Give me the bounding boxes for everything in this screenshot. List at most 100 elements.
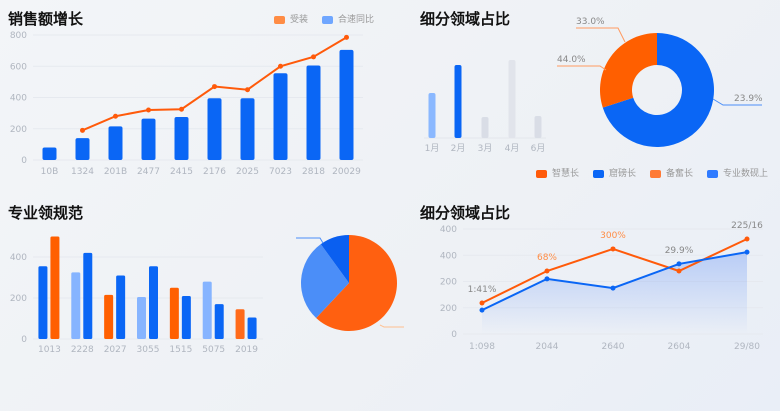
point-label: 225/16 [731,221,763,231]
legend-label: 智慧长 [552,169,580,179]
leader-line [576,27,626,43]
line-point [146,107,151,113]
line-point [610,246,616,252]
y-tick-label: 800 [10,31,27,41]
chart-title-segment-share: 细分领域占比 [420,10,511,28]
bar [508,60,516,138]
x-tick-label: 1515 [169,345,192,355]
legend-item: 专业数砚上 [707,166,768,179]
x-tick-label: 3055 [137,345,160,355]
bar [214,304,224,339]
bar [247,317,257,339]
x-tick-label: 1月 [425,143,440,154]
legend-item: 智慧长 [536,166,579,179]
point-label: 29.9% [665,246,694,256]
x-tick-label: 2818 [302,167,325,177]
chart-title-segment-line: 细分领域占比 [420,204,511,222]
line-point [179,106,184,112]
donut-label: 44.0% [557,55,586,65]
area-fill [482,252,747,334]
x-tick-label: 20029 [332,167,361,177]
line-point [311,54,316,60]
bar [116,275,126,339]
x-tick-label: 201B [104,167,127,177]
legend-label: 受装 [290,15,309,25]
x-tick-label: 2027 [104,345,127,355]
x-tick-label: 29/80 [734,342,760,352]
x-tick-label: 2604 [668,342,691,352]
bar [42,147,57,160]
x-tick-label: 2477 [137,167,160,177]
donut-slice [600,33,657,108]
bar [83,252,93,339]
bar [202,281,212,339]
line-point [80,127,85,133]
x-tick-label: 10B [41,167,59,177]
pie-slice [320,235,349,283]
bar [174,117,189,160]
legend-sales: 受装 合速同比 [274,12,374,25]
legend-label: 专业数砚上 [723,169,769,179]
chart-title-professional: 专业领规范 [8,204,84,222]
x-tick-label: 2176 [203,167,226,177]
y-tick-label: 0 [21,335,27,345]
bar [75,138,90,160]
line-point [744,236,750,242]
y-tick-label: 0 [21,156,27,166]
line-point [245,87,250,93]
bar [240,98,255,160]
y-tick-label: 400 [10,253,27,263]
bar [481,117,489,138]
bar [235,309,245,339]
bar [71,272,81,339]
x-tick-label: 4月 [505,143,520,154]
y-tick-label: 200 [10,294,27,304]
y-tick-label: 400 [440,251,457,261]
donut-label: 33.0% [576,17,605,27]
y-tick-label: 200 [10,125,27,135]
line-point [544,276,550,282]
pie-slice [301,244,349,318]
donut-label: 23.9% [734,94,763,104]
legend-label: 备奮长 [666,169,694,179]
y-tick-label: 0 [451,330,457,340]
bar [339,49,354,160]
line-point [113,113,118,119]
bar [169,287,179,339]
line-point [479,307,485,313]
x-tick-label: 2019 [235,345,258,355]
x-tick-label: 2044 [536,342,559,352]
y-tick-label: 200 [440,278,457,288]
leader-line [296,237,324,244]
x-tick-label: 2640 [602,342,625,352]
y-tick-label: 600 [10,62,27,72]
line-point [344,34,349,40]
bar [50,236,60,339]
legend-item: 窟磅长 [593,166,636,179]
leader-line [379,324,404,328]
pie-slice [316,235,397,332]
bar [38,266,48,339]
donut-slice [602,33,715,147]
y-tick-label: 400 [10,94,27,104]
x-tick-label: 6月 [531,143,546,154]
point-label: 68% [537,253,557,263]
chart-title-sales-growth: 销售额增长 [8,10,84,28]
x-tick-label: 1324 [71,167,94,177]
legend-donut: 智慧长 窟磅长 备奮长 专业数砚上 [536,166,768,179]
bar [181,295,191,339]
bar [137,296,146,339]
bar [428,93,436,138]
line-point [676,261,682,267]
x-tick-label: 1013 [38,345,61,355]
line-point [212,84,217,90]
legend-item: 备奮长 [650,166,693,179]
bar [108,126,123,160]
line-point [544,268,550,274]
x-tick-label: 3月 [478,143,493,154]
leader-line [712,98,762,106]
x-tick-label: 2228 [71,345,94,355]
x-tick-label: 7023 [269,167,292,177]
x-tick-label: 5075 [202,345,225,355]
